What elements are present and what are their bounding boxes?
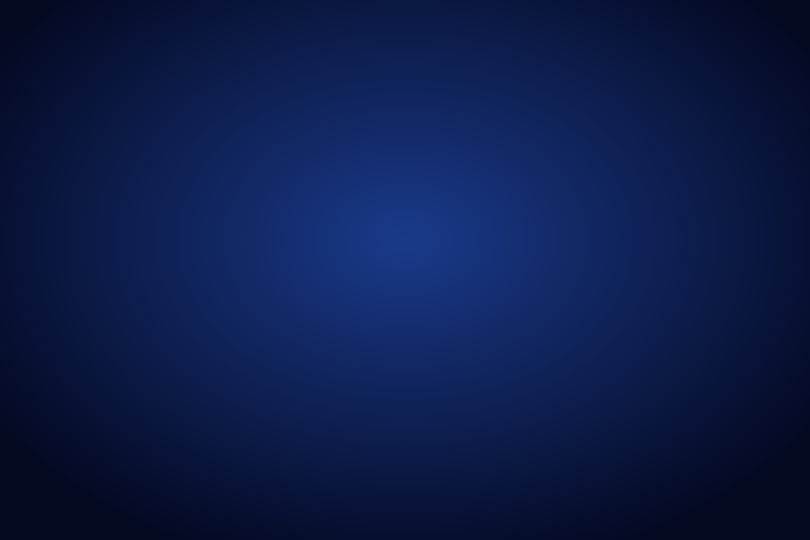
- Text: Comparative epidemiology of stroke and acute: Comparative epidemiology of stroke and a…: [139, 75, 691, 95]
- Text: 8.91 (6.87 to 10.94): 8.91 (6.87 to 10.94): [375, 296, 462, 305]
- Text: 16.5 (10.1 to 22.9): 16.5 (10.1 to 22.9): [509, 282, 590, 291]
- Text: 11.04 (9.56 to 12.52): 11.04 (9.56 to 12.52): [372, 392, 465, 401]
- Text: 4.2 (1.1 to 7.4): 4.2 (1.1 to 7.4): [386, 406, 450, 415]
- Text: Hypercholesterolaemia: Hypercholesterolaemia: [172, 363, 276, 372]
- Text: 0.791: 0.791: [663, 406, 688, 415]
- Text: Hypertension: Hypertension: [163, 349, 235, 358]
- Bar: [148, 183, 707, 433]
- Text: Tobacco use: Tobacco use: [172, 406, 227, 415]
- Text: 0.006: 0.006: [663, 296, 688, 305]
- Text: AMI: AMI: [408, 202, 428, 211]
- Text: 134: 134: [542, 239, 558, 248]
- Text: Glycaemia at onset (mmol/l): Glycaemia at onset (mmol/l): [172, 392, 301, 401]
- Text: 401: 401: [542, 335, 558, 344]
- Text: 26.8 (18.5 to 35.1): 26.8 (18.5 to 35.1): [509, 310, 591, 319]
- Text: Getiol A et al. J Neurol Neurosurg Psychiatry. 2009;80:1006-1011.: Getiol A et al. J Neurol Neurosurg Psych…: [169, 447, 661, 460]
- Text: 6.88 (6.64 to 7.13): 6.88 (6.64 to 7.13): [509, 392, 591, 401]
- Text: 34.2 (29.5 to 38.9): 34.2 (29.5 to 38.9): [509, 363, 591, 372]
- Text: 37.4 (29.9 to 44.9): 37.4 (29.9 to 44.9): [377, 363, 459, 372]
- Text: 0.465: 0.465: [663, 363, 688, 372]
- Text: Women aged <65 years: Women aged <65 years: [158, 222, 267, 231]
- Text: Hypercholesterolaemia: Hypercholesterolaemia: [172, 267, 276, 276]
- Text: 0.451: 0.451: [663, 253, 688, 262]
- Text: 0.877: 0.877: [663, 349, 688, 358]
- Text: 0.028: 0.028: [663, 377, 688, 387]
- Text: Diabetes: Diabetes: [172, 377, 211, 387]
- Bar: [150, 346, 706, 360]
- Text: Tobacco use: Tobacco use: [172, 310, 227, 319]
- Text: 0.615: 0.615: [663, 282, 688, 291]
- Text: (DIVA): (DIVA): [377, 133, 453, 153]
- Text: <0.001: <0.001: [659, 392, 692, 401]
- Text: 70.8 (66.3 to 75.3): 70.8 (66.3 to 75.3): [509, 349, 591, 358]
- Text: 170: 170: [410, 335, 427, 344]
- Text: Women aged >65 years: Women aged >65 years: [158, 318, 267, 327]
- Text: 19.4 (9.7 to 29.1): 19.4 (9.7 to 29.1): [381, 282, 456, 291]
- Text: myocardial infarction : the Dijon Vascular project: myocardial infarction : the Dijon Vascul…: [126, 104, 705, 124]
- Text: Diabetes: Diabetes: [172, 282, 211, 291]
- Text: 40.3 (28.2 to 52.4): 40.3 (28.2 to 52.4): [377, 310, 459, 319]
- Text: Glycaemia at onset (mmol/l): Glycaemia at onset (mmol/l): [172, 296, 301, 305]
- Text: 17.2 (13.5 to 21.0): 17.2 (13.5 to 21.0): [509, 377, 591, 387]
- Text: 45.1 (36.5 to 53.7): 45.1 (36.5 to 53.7): [509, 253, 591, 262]
- Text: 71.4 (64.5 to 78.3): 71.4 (64.5 to 78.3): [377, 349, 459, 358]
- Text: 6.76 (6.31 to 7.22): 6.76 (6.31 to 7.22): [509, 296, 591, 305]
- Text: 54.5 (42.2 to 66.9): 54.5 (42.2 to 66.9): [377, 267, 459, 276]
- Text: 0.060: 0.060: [663, 310, 688, 319]
- Text: 25.3 (18.6 to 32.0): 25.3 (18.6 to 32.0): [377, 377, 459, 387]
- Text: Hypertension: Hypertension: [163, 253, 235, 262]
- Text: Table 3   Prevalence of vascular risk factors by sex and age groups: Table 3 Prevalence of vascular risk fact…: [153, 189, 441, 198]
- Text: 0.001: 0.001: [663, 267, 688, 276]
- Text: n: n: [163, 335, 168, 344]
- Text: 30.1 (22.2 to 38.0): 30.1 (22.2 to 38.0): [509, 267, 591, 276]
- Text: p Value: p Value: [656, 202, 696, 211]
- Text: 50.7 (38.6 to 63.0): 50.7 (38.6 to 63.0): [377, 253, 459, 262]
- Text: 67: 67: [413, 239, 424, 248]
- Bar: [150, 251, 706, 264]
- Text: n: n: [163, 239, 168, 248]
- Text: 3.8 (1.7 to 5.8): 3.8 (1.7 to 5.8): [518, 406, 582, 415]
- Text: Stroke: Stroke: [532, 202, 568, 211]
